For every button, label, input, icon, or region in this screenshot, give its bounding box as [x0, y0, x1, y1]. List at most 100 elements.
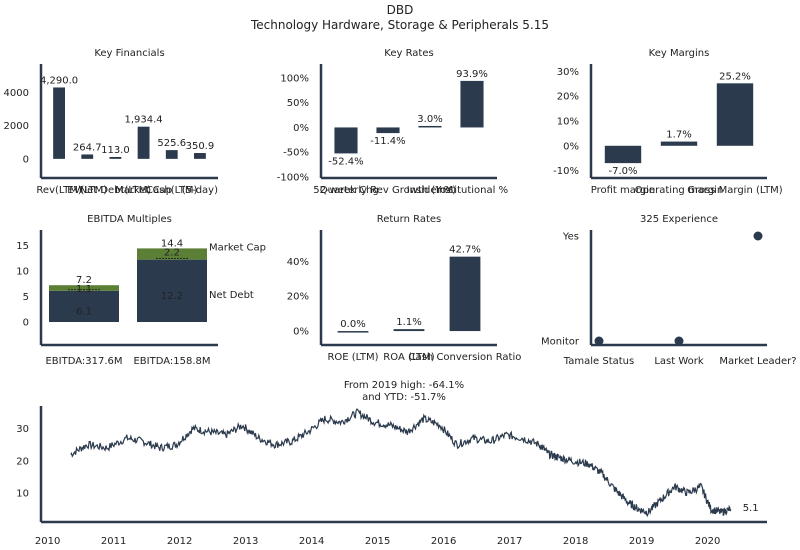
key-margins-category-label: Profit margin	[591, 185, 656, 196]
ebitda-multiples-bar-market-cap	[137, 248, 207, 260]
key-rates-category-label: Quarterly Rev Growth (YoY)	[320, 185, 457, 196]
ebitda-multiples-segment-label: 12.2	[161, 291, 183, 302]
return-rates-value-label: 42.7%	[449, 245, 481, 256]
experience-point	[594, 336, 604, 346]
experience-ytick-label: Yes	[562, 232, 579, 243]
key-rates-value-label: -11.4%	[370, 136, 405, 147]
key-rates-category-label: Institutional %	[436, 185, 508, 196]
price-history-xtick-label: 2011	[101, 536, 126, 547]
key-financials-ytick-label: 2000	[4, 121, 29, 132]
return-rates-ytick-label: 40%	[287, 257, 309, 268]
key-financials-bar	[109, 156, 122, 159]
key-financials-value-label: 1,934.4	[124, 115, 162, 126]
key-financials-title: Key Financials	[94, 48, 164, 59]
return-rates-bar	[393, 329, 425, 332]
key-margins-ytick-label: -10%	[553, 166, 579, 177]
ebitda-multiples-total-label: 7.2	[76, 275, 92, 286]
price-history-xtick-label: 2020	[695, 536, 720, 547]
key-rates-bar	[334, 127, 358, 154]
key-rates-ytick-label: 0%	[293, 123, 309, 134]
price-history-xtick-label: 2019	[629, 536, 654, 547]
return-rates-value-label: 1.1%	[396, 317, 421, 328]
price-history-xtick-label: 2016	[431, 536, 456, 547]
price-history-ytick-label: 10	[16, 489, 29, 500]
ebitda-multiples-segment-label: 1.1	[76, 284, 92, 295]
key-financials-category-label: Net Debt(LTM)	[80, 185, 152, 196]
return-rates-ytick-label: 20%	[287, 292, 309, 303]
experience-category-label: Tamale Status	[563, 356, 634, 367]
ebitda-multiples-ytick-label: 10	[16, 266, 29, 277]
key-rates-bar	[460, 80, 484, 128]
key-rates-category-label: 52-week Chg	[313, 185, 378, 196]
price-history-ytick-label: 30	[16, 424, 29, 435]
price-history-series-line	[70, 408, 732, 518]
experience-ytick-label: Monitor	[541, 337, 580, 348]
experience-point	[674, 336, 684, 346]
key-margins-ytick-label: 0%	[563, 141, 579, 152]
key-margins-title: Key Margins	[649, 48, 710, 59]
key-financials-category-label: EV(LTM)	[67, 185, 107, 196]
key-margins-bar	[660, 141, 698, 146]
chart-ticker: DBD	[386, 3, 414, 17]
ebitda-multiples-legend-net-debt: Net Debt	[209, 290, 254, 301]
key-margins-ytick-label: 20%	[557, 92, 579, 103]
ebitda-multiples-bar-market-cap	[49, 285, 119, 291]
price-history-last-value-label: 5.1	[743, 503, 759, 514]
ebitda-multiples-segment-label: 6.1	[76, 306, 92, 317]
key-rates-value-label: 3.0%	[417, 114, 442, 125]
experience-title: 325 Experience	[640, 214, 718, 225]
ebitda-multiples-category-label: EBITDA:158.8M	[133, 356, 210, 367]
key-financials-value-label: 525.6	[157, 138, 186, 149]
key-financials-category-label: Market Cap	[115, 185, 172, 196]
price-history-xtick-label: 2017	[497, 536, 522, 547]
ebitda-multiples-ytick-label: 0	[23, 318, 29, 329]
return-rates-category-label: ROA (LTM)	[383, 352, 434, 363]
key-financials-bar	[165, 150, 178, 159]
key-financials-ytick-label: 4000	[4, 88, 29, 99]
return-rates-value-label: 0.0%	[340, 319, 365, 330]
key-financials-bar	[137, 126, 150, 159]
key-margins-ytick-label: 10%	[557, 117, 579, 128]
key-rates-bar	[376, 127, 400, 134]
ebitda-multiples-total-label: 14.4	[161, 238, 183, 249]
ebitda-multiples-legend-market-cap: Market Cap	[209, 242, 266, 253]
price-history-xtick-label: 2015	[365, 536, 390, 547]
key-margins-value-label: 25.2%	[719, 71, 751, 82]
price-history-xtick-label: 2010	[35, 536, 60, 547]
key-margins-value-label: 1.7%	[666, 130, 691, 141]
key-financials-bar	[81, 154, 94, 159]
key-rates-value-label: -52.4%	[328, 156, 363, 167]
price-history-xtick-label: 2012	[167, 536, 192, 547]
experience-category-label: Market Leader?	[719, 356, 796, 367]
ebitda-multiples-title: EBITDA Multiples	[87, 214, 172, 225]
experience-category-label: Last Work	[654, 356, 704, 367]
return-rates-ytick-label: 0%	[293, 327, 309, 338]
return-rates-title: Return Rates	[377, 214, 442, 225]
price-history-ytick-label: 20	[16, 456, 29, 467]
key-margins-bar	[604, 145, 642, 164]
key-rates-value-label: 93.9%	[456, 69, 488, 80]
key-rates-ytick-label: -100%	[277, 173, 309, 184]
price-history-title-line-1: From 2019 high: -64.1%	[344, 380, 464, 391]
price-history-xtick-label: 2018	[563, 536, 588, 547]
key-rates-title: Key Rates	[384, 48, 433, 59]
key-rates-category-label: Insider %	[407, 185, 454, 196]
price-history-xtick-label: 2014	[299, 536, 324, 547]
key-financials-ytick-label: 0	[23, 154, 29, 165]
key-rates-ytick-label: 50%	[287, 98, 309, 109]
key-financials-value-label: 4,290.0	[40, 75, 78, 86]
price-history-title-line-2: and YTD: -51.7%	[362, 392, 446, 403]
key-financials-category-label: Rev(LTM)	[36, 185, 81, 196]
key-rates-bar	[418, 125, 442, 128]
key-financials-value-label: 113.0	[101, 145, 130, 156]
return-rates-category-label: Cash Conversion Ratio	[409, 352, 522, 363]
ebitda-multiples-segment-label: 2.2	[164, 247, 180, 258]
key-financials-category-label: (5-day)	[182, 185, 218, 196]
ebitda-multiples-bar-net-debt	[49, 290, 119, 322]
key-financials-value-label: 350.9	[186, 141, 215, 152]
chart-subtitle: Technology Hardware, Storage & Periphera…	[250, 18, 549, 32]
experience-point	[753, 231, 763, 241]
key-margins-category-label: Gross Margin (LTM)	[687, 185, 783, 196]
key-rates-ytick-label: -50%	[283, 148, 309, 159]
